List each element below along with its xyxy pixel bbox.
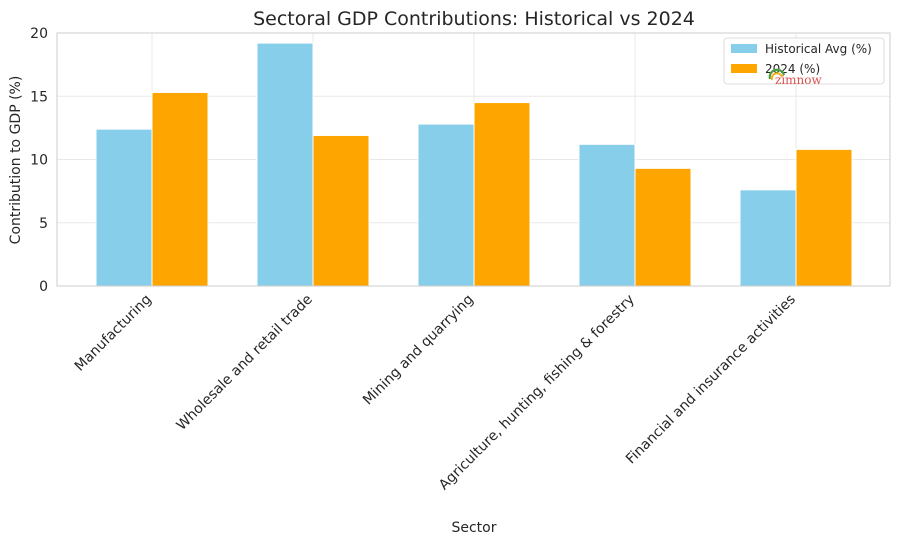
bar-2024-2 (473, 102, 531, 287)
plot-frame (56, 32, 891, 287)
x-axis-label: Sector (451, 520, 496, 536)
bar-historical-2 (417, 123, 475, 287)
watermark-arc-green (768, 68, 786, 80)
bar-historical-3 (578, 143, 636, 287)
y-tick-label: 10 (30, 153, 48, 169)
legend-swatch-historical (731, 44, 757, 53)
y-axis-label: Contribution to GDP (%) (8, 76, 24, 245)
legend-label-historical: Historical Avg (%) (765, 42, 872, 56)
watermark-arc-yellow (770, 72, 783, 81)
legend-box (723, 37, 885, 85)
bar-2024-3 (634, 167, 692, 287)
watermark-text: zimnow (775, 73, 822, 87)
bar-historical-4 (739, 189, 797, 287)
legend: Historical Avg (%) 2024 (%) (723, 37, 885, 85)
y-tick-label: 5 (39, 216, 48, 232)
bar-2024-1 (312, 134, 370, 287)
legend-label-2024: 2024 (%) (765, 62, 820, 76)
bar-historical-1 (256, 42, 314, 287)
chart-title: Sectoral GDP Contributions: Historical v… (253, 8, 695, 30)
watermark-logo: zimnow (768, 68, 822, 87)
legend-swatch-2024 (731, 64, 757, 73)
bar-2024-0 (151, 91, 209, 287)
y-axis-ticks: 0 5 10 15 20 (30, 26, 48, 295)
y-tick-label: 15 (30, 89, 48, 105)
bar-historical-0 (95, 128, 153, 287)
y-tick-label: 20 (30, 26, 48, 42)
y-tick-label: 0 (39, 279, 48, 295)
bar-2024-4 (795, 148, 853, 287)
bars (95, 42, 853, 287)
